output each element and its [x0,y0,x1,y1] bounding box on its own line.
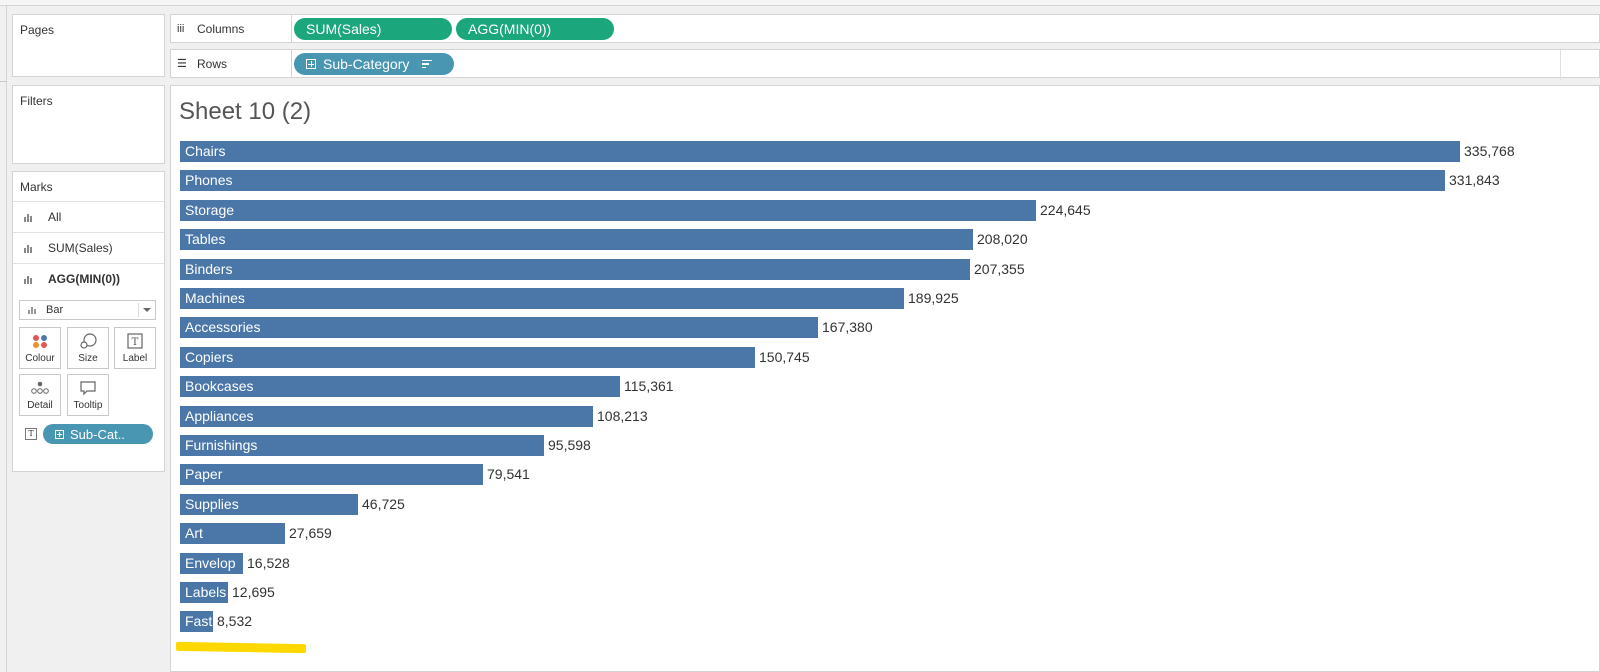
expand-icon [55,429,64,439]
agg-min-pill-text: AGG(MIN(0)) [468,21,552,37]
left-edge-panel [0,6,7,672]
marks-sum-sales-label: SUM(Sales) [48,240,113,255]
top-toolbar-strip [0,0,1600,6]
bar-value-label: 46,725 [362,496,405,512]
detail-button[interactable]: Detail [19,374,61,416]
bar-labels[interactable]: Labels [180,582,228,603]
bar-chart-icon [24,212,36,222]
label-field-pill-text: Sub-Cat.. [70,426,125,442]
bar-chairs[interactable]: Chairs [180,141,1460,162]
bar-machines[interactable]: Machines [180,288,904,309]
bar-value-label: 79,541 [487,466,530,482]
tooltip-icon [68,380,108,396]
sum-sales-pill-text: SUM(Sales) [306,21,382,37]
bar-binders[interactable]: Binders [180,259,970,280]
bar-envelop[interactable]: Envelop [180,553,243,574]
bar-chart-icon [28,306,38,314]
bar-art[interactable]: Art [180,523,285,544]
bar-value-label: 27,659 [289,525,332,541]
palette-icon [20,333,60,349]
bar-chart-icon [24,243,36,253]
worksheet-view: Sheet 10 (2) Chairs 335,768 Phones 331,843 S… [170,85,1600,672]
filters-title: Filters [20,94,53,108]
size-label: Size [78,353,98,364]
sub-category-pill-text: Sub-Category [323,56,410,72]
bar-value-label: 207,355 [974,261,1025,277]
bar-accessories[interactable]: Accessories [180,317,818,338]
bar-supplies[interactable]: Supplies [180,494,358,515]
bar-tables[interactable]: Tables [180,229,973,250]
bar-storage[interactable]: Storage [180,200,1036,221]
tooltip-button[interactable]: Tooltip [67,374,109,416]
colour-label: Colour [25,353,55,364]
detail-label: Detail [27,400,53,411]
bar-appliances[interactable]: Appliances [180,406,593,427]
columns-shelf-label: iii Columns [171,15,292,42]
bar-value-label: 108,213 [597,408,648,424]
bar-value-label: 335,768 [1464,143,1515,159]
bar-value-label: 150,745 [759,349,810,365]
marks-agg-min-tab[interactable]: AGG(MIN(0)) [13,263,164,293]
sort-descending-icon [422,59,433,69]
mark-type-dropdown[interactable]: Bar [19,300,156,320]
svg-text:T: T [132,337,139,348]
mark-type-value: Bar [46,304,64,316]
sub-category-pill[interactable]: Sub-Category [294,53,454,75]
marks-title: Marks [20,180,53,194]
rows-shelf[interactable]: ☰ Rows Sub-Category [170,49,1600,78]
bar-paper[interactable]: Paper [180,464,483,485]
columns-icon: iii [177,22,185,35]
bar-bookcases[interactable]: Bookcases [180,376,620,397]
marks-all-label: All [48,209,62,224]
tooltip-label: Tooltip [73,400,103,411]
detail-icon [20,380,60,396]
label-field-pill[interactable]: Sub-Cat.. [43,424,153,444]
columns-label-text: Columns [197,21,245,36]
bar-value-label: 331,843 [1449,172,1500,188]
label-label: Label [122,353,148,364]
filters-card[interactable]: Filters [12,85,165,164]
bar-value-label: 12,695 [232,584,275,600]
bar-value-label: 8,532 [217,613,253,629]
marks-all-tab[interactable]: All [13,201,164,231]
rows-label-text: Rows [197,56,228,71]
dropdown-separator [138,303,139,317]
pages-title: Pages [20,23,55,37]
left-edge-divider [0,81,7,82]
expand-icon [306,59,316,69]
columns-shelf[interactable]: iii Columns SUM(Sales) AGG(MIN(0)) [170,14,1600,43]
bar-value-label: 16,528 [247,555,290,571]
sum-sales-pill[interactable]: SUM(Sales) [294,18,452,40]
bar-value-label: 189,925 [908,290,959,306]
marks-sum-sales-tab[interactable]: SUM(Sales) [13,232,164,262]
bar-value-label: 167,380 [822,319,873,335]
pages-card[interactable]: Pages [12,14,165,77]
text-label-icon: T [115,333,155,349]
bar-phones[interactable]: Phones [180,170,1445,191]
rows-shelf-label: ☰ Rows [171,50,292,77]
bar-chart-icon [24,274,36,284]
chevron-down-icon [143,308,151,312]
label-button[interactable]: T Label [114,327,156,369]
size-icon [68,333,108,349]
marks-card: Marks All SUM(Sales) AGG(MIN(0)) Bar Col… [12,171,165,472]
bar-fast[interactable]: Fast [180,611,213,632]
bar-value-label: 95,598 [548,437,591,453]
colour-button[interactable]: Colour [19,327,61,369]
rows-icon: ☰ [177,58,187,70]
bar-copiers[interactable]: Copiers [180,347,755,368]
bar-value-label: 115,361 [624,378,674,394]
text-label-icon: T [25,428,37,440]
size-button[interactable]: Size [67,327,109,369]
bar-value-label: 208,020 [977,231,1028,247]
sheet-title: Sheet 10 (2) [179,98,312,125]
bar-furnishings[interactable]: Furnishings [180,435,544,456]
marks-agg-min-label: AGG(MIN(0)) [48,271,120,286]
shelf-divider [1560,48,1561,80]
bar-value-label: 224,645 [1040,202,1091,218]
agg-min-pill[interactable]: AGG(MIN(0)) [456,18,614,40]
